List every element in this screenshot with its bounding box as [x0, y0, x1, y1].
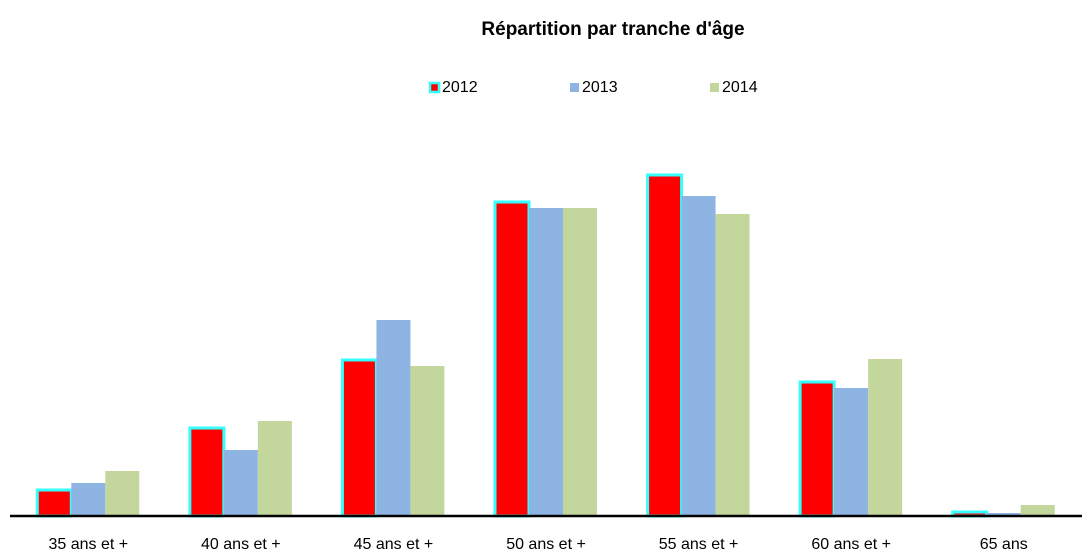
legend-marker	[428, 81, 441, 94]
legend-label: 2013	[582, 79, 618, 96]
x-tick-label: 55 ans et +	[659, 536, 739, 553]
chart-title: Répartition par tranche d'âge	[481, 19, 744, 40]
legend-label: 2014	[722, 79, 758, 96]
bar	[493, 200, 531, 518]
x-tick-label: 65 ans	[980, 536, 1028, 553]
bar	[410, 366, 445, 516]
bar	[529, 208, 563, 516]
bar	[1020, 505, 1055, 516]
x-tick-label: 60 ans et +	[811, 536, 891, 553]
bar	[681, 196, 716, 516]
bar	[340, 358, 378, 518]
bar	[223, 450, 258, 516]
legend-marker	[710, 83, 719, 92]
legend-label: 2012	[442, 79, 478, 96]
x-tick-label: 45 ans et +	[354, 536, 434, 553]
bar	[376, 320, 411, 516]
bar	[188, 426, 226, 518]
bar	[798, 380, 836, 518]
x-tick-label: 35 ans et +	[48, 536, 128, 553]
bar	[715, 214, 750, 516]
bar	[105, 471, 140, 516]
x-tick-label: 50 ans et +	[506, 536, 586, 553]
legend-marker	[570, 83, 579, 92]
bar	[834, 388, 869, 516]
x-tick-label: 40 ans et +	[201, 536, 281, 553]
bar	[986, 513, 1021, 516]
bar	[646, 173, 684, 518]
bar	[257, 421, 292, 516]
bar	[563, 208, 597, 516]
bar	[71, 483, 106, 516]
bar	[868, 359, 903, 516]
bar	[35, 488, 73, 518]
